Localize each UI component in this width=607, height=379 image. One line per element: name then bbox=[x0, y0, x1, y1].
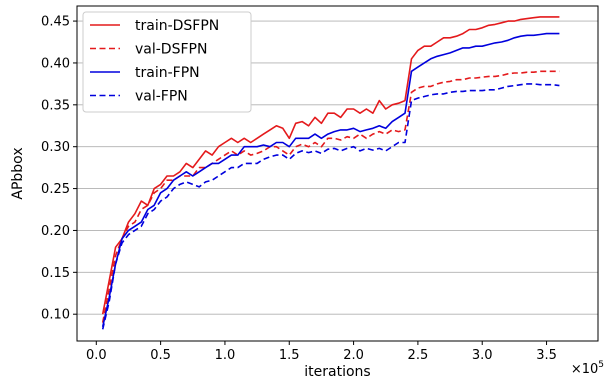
x-axis-multiplier-exponent: 5 bbox=[598, 360, 604, 370]
x-tick-label-0: 0.0 bbox=[86, 348, 107, 363]
series-lines bbox=[101, 16, 560, 330]
x-axis-ticks: 0.0 0.5 1.0 1.5 2.0 2.5 3.0 3.5 bbox=[86, 341, 557, 363]
legend: train-DSFPN val-DSFPN train-FPN val-FPN bbox=[82, 11, 252, 113]
x-tick-label-5: 2.5 bbox=[408, 348, 429, 363]
x-tick-label-2: 1.0 bbox=[215, 348, 236, 363]
series-line-train-DSFPN bbox=[101, 16, 560, 315]
series-line-val-FPN bbox=[101, 83, 560, 330]
x-axis-multiplier: ×105 bbox=[571, 360, 604, 377]
x-axis-label: iterations bbox=[304, 364, 370, 379]
x-axis-multiplier-base: ×10 bbox=[571, 362, 598, 377]
y-tick-label-7: 0.45 bbox=[41, 15, 70, 30]
x-tick-label-7: 3.5 bbox=[536, 348, 557, 363]
y-tick-label-0: 0.10 bbox=[41, 308, 70, 323]
plot-frame bbox=[76, 5, 599, 342]
legend-label-val-DSFPN: val-DSFPN bbox=[135, 42, 207, 58]
x-tick-label-3: 1.5 bbox=[279, 348, 300, 363]
x-tick-label-4: 2.0 bbox=[343, 348, 364, 363]
legend-box bbox=[82, 11, 252, 113]
y-axis-label: APbbox bbox=[10, 147, 26, 199]
y-tick-label-3: 0.25 bbox=[41, 182, 70, 197]
x-tick-label-1: 0.5 bbox=[150, 348, 171, 363]
y-tick-label-1: 0.15 bbox=[41, 266, 70, 281]
y-tick-label-6: 0.40 bbox=[41, 56, 70, 71]
y-axis-ticks: 0.10 0.15 0.20 0.25 0.30 0.35 0.40 0.45 bbox=[41, 15, 77, 323]
legend-label-train-FPN: train-FPN bbox=[135, 65, 200, 81]
x-tick-label-6: 3.0 bbox=[472, 348, 493, 363]
series-line-train-FPN bbox=[101, 32, 560, 327]
y-tick-label-5: 0.35 bbox=[41, 98, 70, 113]
legend-label-train-DSFPN: train-DSFPN bbox=[135, 18, 219, 34]
y-tick-label-2: 0.20 bbox=[41, 224, 70, 239]
y-tick-label-4: 0.30 bbox=[41, 140, 70, 155]
legend-label-val-FPN: val-FPN bbox=[135, 89, 188, 105]
